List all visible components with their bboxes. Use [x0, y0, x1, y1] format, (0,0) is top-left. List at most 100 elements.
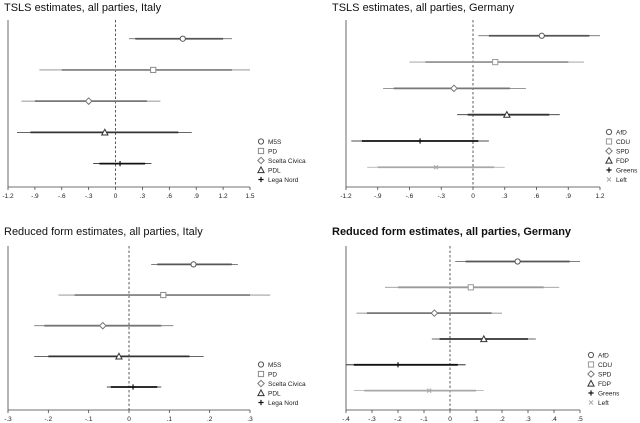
x-tick-label: 0	[127, 416, 131, 423]
x-tick-label: -.9	[31, 193, 39, 200]
point-estimate	[538, 32, 545, 39]
x-tick-label: -.3	[4, 416, 12, 423]
point-estimate	[426, 388, 432, 393]
legend-marker	[257, 156, 265, 165]
x-tick-label: -.6	[406, 193, 414, 200]
x-tick-label: -.1	[420, 416, 428, 423]
legend-marker	[587, 370, 595, 378]
legend-marker	[588, 400, 594, 405]
x-tick-label: .4	[551, 416, 557, 423]
legend-marker	[257, 379, 265, 388]
x-tick-label: -.1	[85, 416, 93, 423]
x-tick-label: 1.2	[219, 193, 228, 200]
x-tick-label: -.6	[58, 193, 66, 200]
legend-label: PDL	[268, 167, 281, 174]
point-estimate	[479, 334, 488, 343]
x-tick-label: .1	[167, 416, 173, 423]
legend-label: M5S	[268, 362, 282, 369]
point-estimate	[84, 97, 93, 106]
legend-label: SPD	[598, 371, 612, 378]
x-tick-label: .2	[207, 416, 213, 423]
chart-title-reduced-germany: Reduced form estimates, all parties, Ger…	[332, 226, 572, 238]
axis-frame	[345, 246, 580, 411]
x-tick-label: -1.2	[2, 193, 14, 200]
point-estimate	[430, 309, 439, 318]
x-tick-label: .9	[194, 193, 200, 200]
x-tick-label: .6	[167, 193, 173, 200]
point-estimate	[492, 58, 499, 66]
legend-marker	[605, 156, 613, 164]
point-estimate	[514, 258, 521, 265]
x-tick-label: .3	[140, 193, 146, 200]
legend-label: Greens	[616, 167, 638, 174]
legend-label: Left	[616, 177, 627, 184]
legend-label: M5S	[268, 139, 282, 146]
x-tick-label: 0	[114, 193, 118, 200]
point-estimate	[114, 352, 123, 360]
legend-marker	[257, 388, 265, 397]
legend-marker	[257, 370, 265, 378]
legend-label: CDU	[598, 362, 612, 369]
legend-marker	[605, 138, 613, 145]
point-estimate	[160, 291, 167, 299]
legend-marker	[606, 167, 612, 173]
chart-title-reduced-italy: Reduced form estimates, all parties, Ita…	[4, 226, 203, 238]
x-tick-label: .3	[247, 416, 253, 423]
legend-marker	[587, 379, 595, 387]
legend-label: Lega Nord	[268, 400, 299, 407]
chart-title-tsls-italy: TSLS estimates, all parties, Italy	[4, 2, 162, 14]
legend-marker	[606, 177, 612, 182]
point-estimate	[150, 66, 157, 74]
legend-marker	[257, 138, 265, 145]
legend-marker	[605, 147, 613, 155]
legend-marker	[587, 351, 595, 359]
legend-label: Scelta Civica	[268, 158, 306, 165]
point-estimate	[130, 384, 136, 390]
legend-marker	[588, 390, 594, 396]
x-tick-label: -.2	[394, 416, 402, 423]
legend-label: CDU	[616, 139, 630, 146]
legend-marker	[258, 176, 264, 183]
x-tick-label: .9	[566, 193, 572, 200]
legend-marker	[258, 399, 264, 406]
chart-panel-0: -1.2 -.9 -.6 -.3 0 .3 .6 .9 1.2 1.5 M5S PD Scelta Ci…	[2, 20, 306, 200]
legend-label: AfD	[598, 352, 609, 359]
x-tick-label: .2	[499, 416, 505, 423]
chart-panel-3: -.4 -.3 -.2 -.1 0 .1 .2 .3 .4 .5 AfD CDU SPD FDP Green…	[342, 246, 620, 423]
legend-label: PDL	[268, 390, 281, 397]
x-tick-label: -.3	[85, 193, 93, 200]
legend-marker	[605, 128, 613, 136]
legend-label: SPD	[616, 148, 630, 155]
point-estimate	[190, 261, 197, 268]
legend-marker	[257, 165, 265, 174]
x-tick-label: -.3	[368, 416, 376, 423]
legend-marker	[257, 147, 265, 155]
x-tick-label: -.3	[437, 193, 445, 200]
legend-label: AfD	[616, 129, 627, 136]
point-estimate	[395, 362, 401, 368]
axis-frame	[7, 20, 250, 188]
legend-label: PD	[268, 371, 277, 378]
legend-label: PD	[268, 148, 277, 155]
point-estimate	[179, 35, 186, 42]
x-tick-label: 0	[448, 416, 452, 423]
x-tick-label: -.2	[45, 416, 53, 423]
x-tick-label: 0	[471, 193, 475, 200]
x-tick-label: .3	[502, 193, 508, 200]
x-tick-label: 1.2	[595, 193, 604, 200]
legend-label: FDP	[616, 158, 629, 165]
x-tick-label: 1.5	[245, 193, 254, 200]
legend-label: FDP	[598, 381, 611, 388]
chart-panel-1: -1.2 -.9 -.6 -.3 0 .3 .6 .9 1.2 AfD CDU SPD FDP Green…	[340, 20, 638, 200]
chart-title-tsls-germany: TSLS estimates, all parties, Germany	[332, 2, 515, 14]
legend-label: Scelta Civica	[268, 381, 306, 388]
x-tick-label: .1	[473, 416, 479, 423]
point-estimate	[100, 128, 109, 136]
point-estimate	[98, 321, 107, 330]
point-estimate	[467, 284, 474, 291]
point-estimate	[450, 84, 458, 93]
legend-label: Greens	[598, 390, 620, 397]
x-tick-label: .6	[534, 193, 540, 200]
legend-marker	[257, 361, 265, 368]
